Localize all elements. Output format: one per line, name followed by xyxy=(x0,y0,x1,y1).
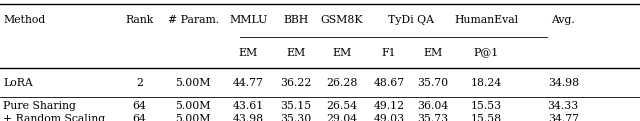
Text: Method: Method xyxy=(3,15,45,25)
Text: 29.04: 29.04 xyxy=(326,114,357,121)
Text: 49.03: 49.03 xyxy=(374,114,404,121)
Text: Rank: Rank xyxy=(125,15,154,25)
Text: GSM8K: GSM8K xyxy=(321,15,363,25)
Text: 5.00M: 5.00M xyxy=(175,78,211,88)
Text: 44.77: 44.77 xyxy=(233,78,264,88)
Text: 2: 2 xyxy=(136,78,143,88)
Text: 36.22: 36.22 xyxy=(280,78,312,88)
Text: TyDi QA: TyDi QA xyxy=(388,15,434,25)
Text: P@1: P@1 xyxy=(474,48,499,58)
Text: 15.58: 15.58 xyxy=(471,114,502,121)
Text: 35.73: 35.73 xyxy=(417,114,448,121)
Text: EM: EM xyxy=(286,48,305,58)
Text: HumanEval: HumanEval xyxy=(454,15,518,25)
Text: 15.53: 15.53 xyxy=(471,102,502,111)
Text: 35.30: 35.30 xyxy=(280,114,311,121)
Text: MMLU: MMLU xyxy=(229,15,268,25)
Text: 34.98: 34.98 xyxy=(548,78,579,88)
Text: 5.00M: 5.00M xyxy=(175,114,211,121)
Text: BBH: BBH xyxy=(283,15,308,25)
Text: 49.12: 49.12 xyxy=(374,102,404,111)
Text: F1: F1 xyxy=(382,48,396,58)
Text: 48.67: 48.67 xyxy=(374,78,404,88)
Text: Pure Sharing: Pure Sharing xyxy=(3,102,76,111)
Text: EM: EM xyxy=(239,48,258,58)
Text: # Param.: # Param. xyxy=(168,15,219,25)
Text: LoRA: LoRA xyxy=(3,78,33,88)
Text: EM: EM xyxy=(332,48,351,58)
Text: 35.70: 35.70 xyxy=(417,78,448,88)
Text: EM: EM xyxy=(423,48,442,58)
Text: + Random Scaling: + Random Scaling xyxy=(3,114,106,121)
Text: 43.61: 43.61 xyxy=(233,102,264,111)
Text: Avg.: Avg. xyxy=(551,15,575,25)
Text: 64: 64 xyxy=(132,114,147,121)
Text: 36.04: 36.04 xyxy=(417,102,448,111)
Text: 34.33: 34.33 xyxy=(548,102,579,111)
Text: 26.28: 26.28 xyxy=(326,78,358,88)
Text: 34.77: 34.77 xyxy=(548,114,579,121)
Text: 64: 64 xyxy=(132,102,147,111)
Text: 43.98: 43.98 xyxy=(233,114,264,121)
Text: 26.54: 26.54 xyxy=(326,102,357,111)
Text: 35.15: 35.15 xyxy=(280,102,311,111)
Text: 18.24: 18.24 xyxy=(471,78,502,88)
Text: 5.00M: 5.00M xyxy=(175,102,211,111)
